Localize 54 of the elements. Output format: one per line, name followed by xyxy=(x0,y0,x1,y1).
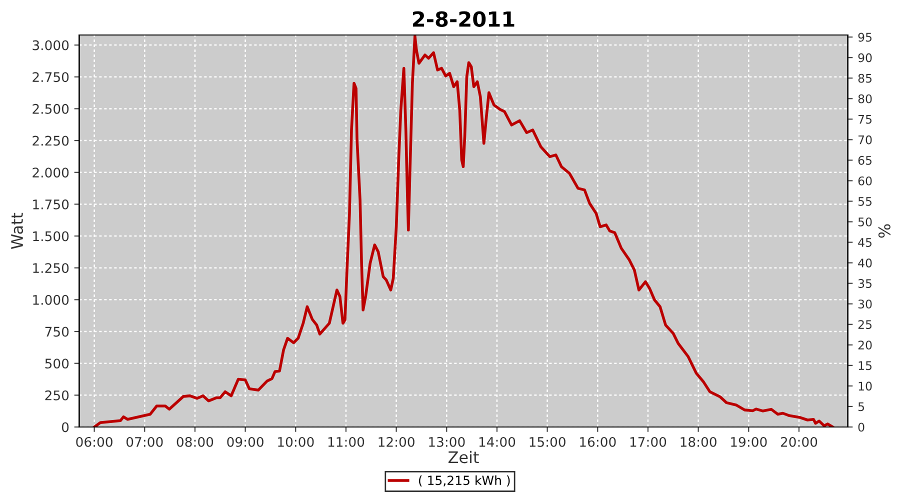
y2-tick-label: 70 xyxy=(858,135,872,144)
x-tick-label: 06:00 xyxy=(76,436,112,447)
y2-axis-title: % xyxy=(878,224,890,238)
y2-tick-label: 15 xyxy=(858,361,872,370)
y-tick-label: 1.750 xyxy=(33,199,69,210)
y-tick-label: 2.750 xyxy=(32,72,69,82)
y2-tick-label: 25 xyxy=(858,320,872,330)
y-tick-label: 500 xyxy=(45,358,69,369)
x-tick-label: 16:00 xyxy=(580,436,616,447)
x-tick-label: 17:00 xyxy=(630,436,666,447)
y2-tick-label: 5 xyxy=(858,402,864,412)
y2-tick-label: 65 xyxy=(858,156,872,165)
y2-tick-label: 50 xyxy=(858,217,872,226)
y2-tick-label: 85 xyxy=(858,74,872,83)
chart-title: 2-8-2011 xyxy=(413,11,514,27)
y2-tick-label: 95 xyxy=(858,32,872,42)
x-tick-label: 10:00 xyxy=(278,436,314,447)
y-tick-label: 1.000 xyxy=(33,294,69,305)
x-tick-label: 12:00 xyxy=(378,436,414,447)
y-tick-label: 0 xyxy=(62,422,69,432)
y-axis-title: Watt xyxy=(11,212,24,250)
y-tick-label: 1.250 xyxy=(33,263,69,274)
x-tick-label: 09:00 xyxy=(227,436,264,447)
y2-tick-label: 40 xyxy=(858,258,872,268)
x-tick-label: 08:00 xyxy=(176,436,214,447)
y2-tick-label: 90 xyxy=(858,53,872,62)
y2-tick-label: 0 xyxy=(858,422,864,432)
y2-tick-label: 60 xyxy=(858,176,872,186)
y-tick-label: 3.000 xyxy=(32,40,69,50)
y2-tick-label: 35 xyxy=(858,279,872,288)
x-tick-label: 11:00 xyxy=(328,436,364,447)
x-tick-label: 13:00 xyxy=(429,436,465,447)
x-tick-label: 14:00 xyxy=(479,436,516,447)
y-tick-label: 1.500 xyxy=(33,231,69,242)
y-tick-label: 750 xyxy=(45,326,69,337)
x-axis-title: Zeit xyxy=(448,450,479,464)
x-tick-label: 15:00 xyxy=(530,436,566,447)
y-tick-label: 250 xyxy=(45,390,69,400)
x-tick-label: 20:00 xyxy=(780,436,818,447)
y2-tick-label: 55 xyxy=(858,197,872,206)
legend-label: ( 15,215 kWh ) xyxy=(418,475,510,487)
y2-tick-label: 30 xyxy=(858,300,872,309)
line-series xyxy=(92,35,834,427)
x-tick-label: 07:00 xyxy=(126,436,163,447)
y-tick-label: 2.250 xyxy=(32,136,69,146)
y2-tick-label: 75 xyxy=(858,115,872,124)
y2-tick-label: 20 xyxy=(858,340,872,350)
y2-tick-label: 10 xyxy=(858,382,872,391)
y2-tick-label: 45 xyxy=(858,238,872,247)
y-tick-label: 2.500 xyxy=(32,104,69,114)
x-tick-label: 18:00 xyxy=(680,436,716,447)
y-tick-label: 2.000 xyxy=(32,168,69,178)
x-tick-label: 19:00 xyxy=(731,436,767,447)
y2-tick-label: 80 xyxy=(858,94,872,104)
